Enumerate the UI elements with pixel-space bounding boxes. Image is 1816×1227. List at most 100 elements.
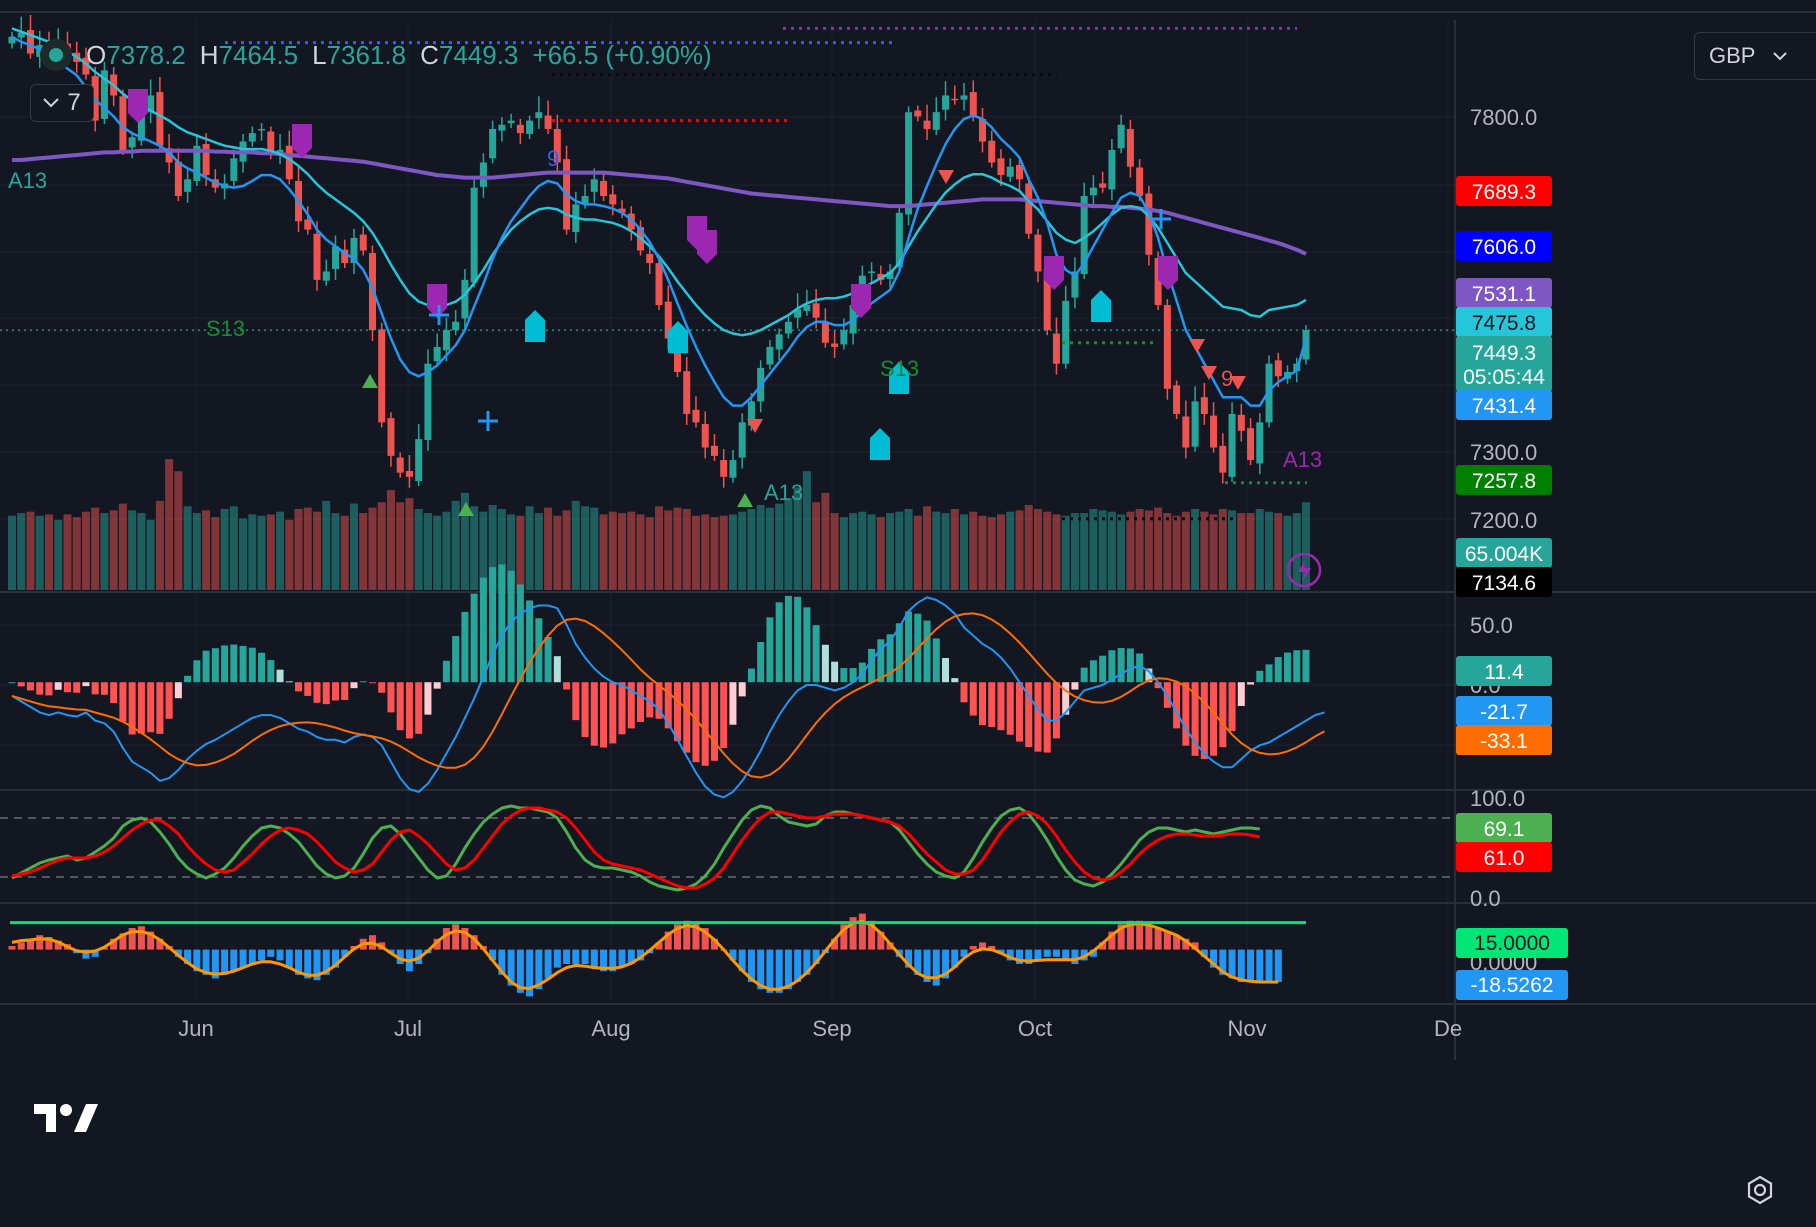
adx-histogram-bar [905,949,913,968]
adx-histogram-bar [285,949,293,968]
volume-bar [44,514,53,590]
volume-bar [1200,511,1209,590]
volume-bar [248,514,257,590]
price-tag-cyan: 7475.8 [1472,312,1536,335]
candle-body [1025,183,1033,234]
adx-histogram-bar [710,938,718,950]
volume-bar [812,502,821,590]
macd-histogram-bar [202,650,210,683]
candle-body [479,162,487,187]
volume-bar [932,511,941,590]
candle-body [156,92,164,146]
candle-body [794,309,802,318]
macd-histogram-bar [1302,649,1310,683]
candle-body [461,279,469,319]
candle-body [1210,415,1218,448]
last-price-value: 7449.3 [1472,342,1536,365]
volume-bar [682,509,691,590]
price-tag-black-bg [1456,567,1552,597]
macd-histogram-bar [332,682,339,701]
candle-body [387,418,395,456]
candle-body [405,470,413,477]
visibility-toggle[interactable] [40,39,72,71]
candle-body [147,95,155,113]
volume-bar [590,507,599,590]
buy-signal-marker [870,428,890,460]
volume-bar [950,509,959,590]
adx-histogram-bar [775,949,783,993]
adx-histogram-bar [45,937,53,950]
volume-bar [276,511,285,590]
candle-body [498,124,506,131]
volume-bar [544,507,553,590]
candle-body [470,187,478,283]
lightning-button[interactable] [1286,552,1322,588]
candle-body [1237,414,1245,431]
macd-histogram-bar [1071,682,1079,690]
volume-bar [701,514,710,590]
candle-body [1182,416,1190,448]
macd-histogram-bar [637,682,645,722]
volume-bar [784,498,793,590]
adx-level-tag: 15.0000 [1474,932,1550,955]
adx-level-tag-bg [1456,928,1568,958]
adx-histogram-bar [202,949,210,975]
volume-bar [1209,514,1218,590]
sell-signal-marker [128,89,148,123]
volume-bar [923,506,932,590]
candle-body [350,237,358,264]
candle-body [137,112,145,141]
macd-histogram-bar [350,682,358,689]
volume-bar [765,507,774,590]
macd-histogram-bar [193,660,201,683]
volume-bar [627,511,636,590]
adx-histogram-bar [590,949,598,968]
annotation-label: 9 [1221,366,1233,391]
macd-histogram-bar [452,636,460,683]
adx-histogram-bar [1062,949,1070,961]
candle-body [452,321,460,331]
candle-body [276,149,284,154]
adx-histogram-bar [692,922,700,950]
buy-signal-marker [668,321,688,353]
volume-bar [470,506,479,590]
annotation-label: A13 [8,168,47,193]
macd-histogram-bar [553,656,561,683]
volume-bar [1237,513,1246,590]
volume-bar [756,504,765,590]
candle-body [581,196,589,204]
candle-body [1108,149,1116,190]
chart-settings-button[interactable] [1742,1172,1778,1208]
open-value: 7378.2 [106,39,186,70]
macd-histogram-bar [849,668,857,683]
volume-bar [100,513,109,590]
adx-histogram-bar [82,949,90,959]
volume-tag: 65.004K [1465,543,1543,566]
macd-histogram-bar [775,602,783,683]
adx-histogram-bar [489,949,497,961]
candle-body [1071,271,1079,298]
volume-bar [72,517,81,590]
macd-histogram-bar [1136,653,1144,683]
macd-histogram-bar [720,682,728,748]
close-value: 7449.3 [438,39,519,70]
adx-histogram-bar [942,949,950,979]
volume-bar [266,514,275,590]
adx-histogram-bar [664,931,672,950]
volume-bar [775,503,784,590]
stoch-axis-tick: 100.0 [1470,786,1525,811]
indicators-collapse-button[interactable]: 7 [30,84,94,122]
open-key: O [86,39,107,70]
adx-histogram-bar [36,935,44,950]
candle-body [886,271,894,280]
volume-bar [1098,510,1107,590]
volume-bar [1006,511,1015,590]
price-tag-fast-ma-bg [1456,390,1552,420]
adx-value-tag: -18.5262 [1471,974,1554,997]
macd-histogram-bar [951,678,959,683]
candle-body [803,305,811,311]
price-tag-red-bg [1456,176,1552,206]
currency-select[interactable]: GBP [1694,32,1816,80]
